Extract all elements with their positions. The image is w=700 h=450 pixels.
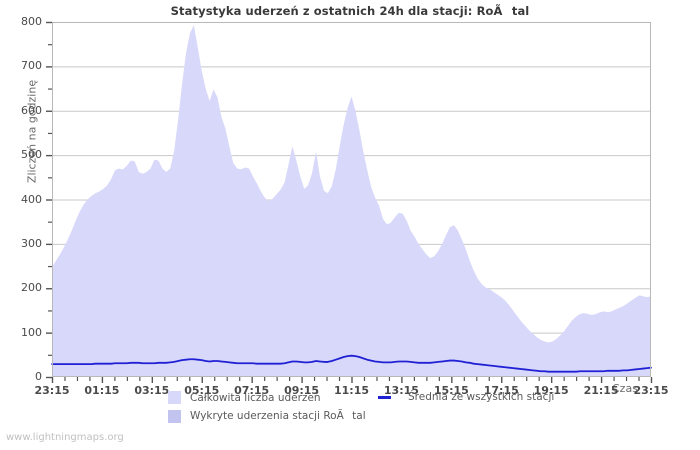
legend-item-station: Wykryte uderzenia stacji RoÃtal [168,410,366,423]
x-tick-label: 15:15 [433,384,469,397]
x-axis-title: Czas [612,382,638,395]
legend-swatch-total [168,391,181,404]
x-tick-label: 23:15 [34,384,70,397]
y-tick-label: 200 [21,281,42,295]
x-tick-label: 17:15 [483,384,519,397]
x-tick-label: 11:15 [333,384,369,397]
y-tick-label: 500 [21,148,42,162]
x-tick-label: 07:15 [234,384,270,397]
legend-swatch-station [168,410,181,423]
y-tick-label: 0 [35,370,42,383]
y-tick-label: 400 [21,192,42,206]
x-tick-label: 05:15 [184,384,220,397]
x-tick-label: 19:15 [533,384,569,397]
legend-item-average: Średnia ze wszystkich stacji [378,391,554,403]
legend-line-average [378,395,391,399]
watermark: www.lightningmaps.org [6,432,124,443]
legend-item-total: Całkowita liczba uderzeń [168,391,321,404]
legend-line-wrap [378,395,391,399]
x-tick-label: 21:15 [583,384,619,397]
x-tick-label: 13:15 [383,384,419,397]
x-tick-label: 23:15 [633,384,669,397]
chart-legend: Całkowita liczba uderzeń Średnia ze wszy… [0,390,700,432]
x-tick-label: 01:15 [84,384,120,397]
y-tick-label: 300 [21,236,42,250]
legend-label-total: Całkowita liczba uderzeń [190,391,321,404]
x-tick-label: 09:15 [284,384,320,397]
legend-label-station: Wykryte uderzenia stacji RoÃtal [190,410,366,422]
y-tick-label: 100 [21,325,42,339]
legend-label-average: Średnia ze wszystkich stacji [408,391,555,403]
x-tick-label: 03:15 [134,384,170,397]
chart-title: Statystyka uderzeń z ostatnich 24h dla s… [170,4,530,18]
y-tick-label: 700 [21,59,42,73]
y-tick-label: 600 [21,103,42,117]
y-tick-label: 800 [21,15,42,28]
